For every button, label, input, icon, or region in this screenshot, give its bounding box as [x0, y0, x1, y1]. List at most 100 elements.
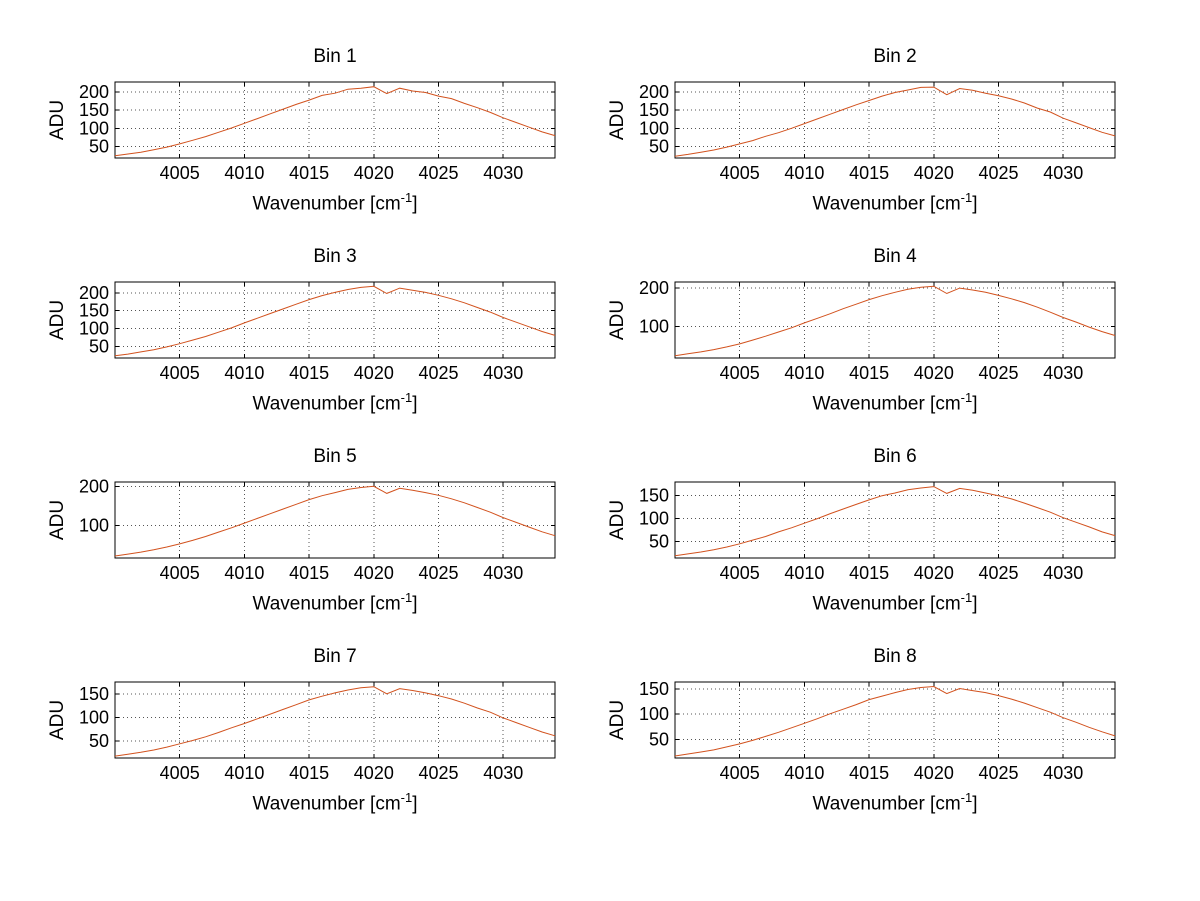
x-axis-label-text: Wavenumber [cm	[812, 393, 961, 415]
x-axis-label-close: ]	[972, 393, 978, 415]
svg-text:4005: 4005	[160, 363, 200, 383]
subplot-bin-3: Bin 3 ADU 4005 4010 4015 4020 4025 4030 50 100 1…	[20, 244, 580, 444]
axis-box	[114, 81, 556, 159]
gridlines	[115, 282, 555, 358]
svg-text:50: 50	[649, 136, 669, 156]
plot-title: Bin 4	[873, 246, 917, 267]
svg-text:200: 200	[639, 278, 669, 298]
svg-text:4010: 4010	[224, 163, 264, 183]
plot-title: Bin 2	[873, 46, 917, 67]
plot-title: Bin 1	[313, 46, 357, 67]
plot-area-bin-7: 4005 4010 4015 4020 4025 4030 50 100 150	[79, 681, 556, 783]
svg-text:4005: 4005	[720, 763, 760, 783]
x-axis-label-sup: -1	[960, 190, 973, 205]
x-axis-label-close: ]	[972, 793, 978, 815]
svg-text:4030: 4030	[1043, 563, 1083, 583]
svg-text:4015: 4015	[849, 163, 889, 183]
svg-text:4010: 4010	[224, 563, 264, 583]
axis-ticks	[115, 482, 555, 558]
axis-box	[674, 81, 1116, 159]
x-axis-label: Wavenumber [cm-1]	[115, 190, 555, 215]
svg-text:100: 100	[639, 704, 669, 724]
plot-title: Bin 5	[313, 446, 357, 467]
svg-text:100: 100	[639, 509, 669, 529]
x-axis-label: Wavenumber [cm-1]	[115, 590, 555, 615]
axis-box	[114, 681, 556, 759]
x-axis-label-sup: -1	[960, 590, 973, 605]
svg-text:100: 100	[639, 316, 669, 336]
subplot-bin-5: Bin 5 ADU 4005 4010 4015 4020 4025 4030 100 200…	[20, 444, 580, 644]
plot-title: Bin 6	[873, 446, 917, 467]
spectrum-line	[114, 485, 556, 557]
x-tick-labels: 4005 4010 4015 4020 4025 4030	[720, 163, 1084, 183]
svg-text:4005: 4005	[160, 763, 200, 783]
svg-text:4005: 4005	[160, 563, 200, 583]
x-axis-label-text: Wavenumber [cm	[252, 393, 401, 415]
svg-text:4005: 4005	[720, 163, 760, 183]
x-axis-label: Wavenumber [cm-1]	[115, 790, 555, 815]
svg-text:4025: 4025	[419, 563, 459, 583]
svg-text:50: 50	[649, 532, 669, 552]
x-axis-label-sup: -1	[400, 190, 413, 205]
svg-text:4030: 4030	[483, 163, 523, 183]
x-axis-label-sup: -1	[960, 790, 973, 805]
x-axis-label: Wavenumber [cm-1]	[115, 390, 555, 415]
axis-ticks	[675, 282, 1115, 358]
svg-text:4010: 4010	[784, 763, 824, 783]
x-axis-label-sup: -1	[400, 590, 413, 605]
x-axis-label: Wavenumber [cm-1]	[675, 590, 1115, 615]
axis-ticks	[115, 82, 555, 158]
svg-text:150: 150	[79, 100, 109, 120]
y-tick-labels: 50 100 150	[639, 679, 669, 749]
subplot-bin-6: Bin 6 ADU 4005 4010 4015 4020 4025 4030 50 100 1…	[580, 444, 1140, 644]
svg-text:200: 200	[79, 283, 109, 303]
x-axis-label-close: ]	[412, 593, 418, 615]
svg-text:4010: 4010	[784, 163, 824, 183]
svg-text:150: 150	[639, 486, 669, 506]
svg-text:4025: 4025	[979, 563, 1019, 583]
axis-box	[674, 681, 1116, 759]
svg-text:4025: 4025	[979, 163, 1019, 183]
svg-text:4030: 4030	[1043, 163, 1083, 183]
svg-text:100: 100	[79, 118, 109, 138]
svg-text:50: 50	[649, 729, 669, 749]
svg-text:150: 150	[639, 679, 669, 699]
svg-text:100: 100	[79, 515, 109, 535]
plot-area-bin-5: 4005 4010 4015 4020 4025 4030 100 200	[79, 476, 556, 583]
x-tick-labels: 4005 4010 4015 4020 4025 4030	[160, 763, 524, 783]
plot-area-bin-4: 4005 4010 4015 4020 4025 4030 100 200	[639, 278, 1116, 383]
svg-text:100: 100	[639, 118, 669, 138]
y-tick-labels: 50 100 150	[639, 486, 669, 552]
spectrum-line	[114, 686, 556, 757]
svg-text:4025: 4025	[419, 763, 459, 783]
plot-title: Bin 8	[873, 646, 917, 667]
plot-title: Bin 3	[313, 246, 357, 267]
svg-text:4010: 4010	[224, 763, 264, 783]
svg-text:4030: 4030	[1043, 763, 1083, 783]
svg-text:4030: 4030	[483, 763, 523, 783]
svg-text:4020: 4020	[914, 563, 954, 583]
subplot-bin-1: Bin 1 ADU 4005 4010 4015 4020 4025 4030 50 100 1…	[20, 44, 580, 244]
svg-text:4030: 4030	[483, 363, 523, 383]
svg-text:4025: 4025	[979, 363, 1019, 383]
subplot-bin-8: Bin 8 ADU 4005 4010 4015 4020 4025 4030 50 100 1…	[580, 644, 1140, 844]
axis-ticks	[675, 682, 1115, 758]
gridlines	[675, 682, 1115, 758]
svg-text:4025: 4025	[419, 363, 459, 383]
plot-area-bin-6: 4005 4010 4015 4020 4025 4030 50 100 150	[639, 481, 1116, 583]
svg-text:150: 150	[639, 100, 669, 120]
axis-box	[114, 481, 556, 559]
svg-text:4015: 4015	[289, 763, 329, 783]
svg-text:50: 50	[89, 337, 109, 357]
axis-ticks	[115, 282, 555, 358]
svg-text:4015: 4015	[289, 363, 329, 383]
gridlines	[115, 82, 555, 158]
x-tick-labels: 4005 4010 4015 4020 4025 4030	[720, 363, 1084, 383]
x-axis-label-text: Wavenumber [cm	[252, 593, 401, 615]
subplot-bin-4: Bin 4 ADU 4005 4010 4015 4020 4025 4030 100 200…	[580, 244, 1140, 444]
spectrum-line	[674, 685, 1116, 757]
